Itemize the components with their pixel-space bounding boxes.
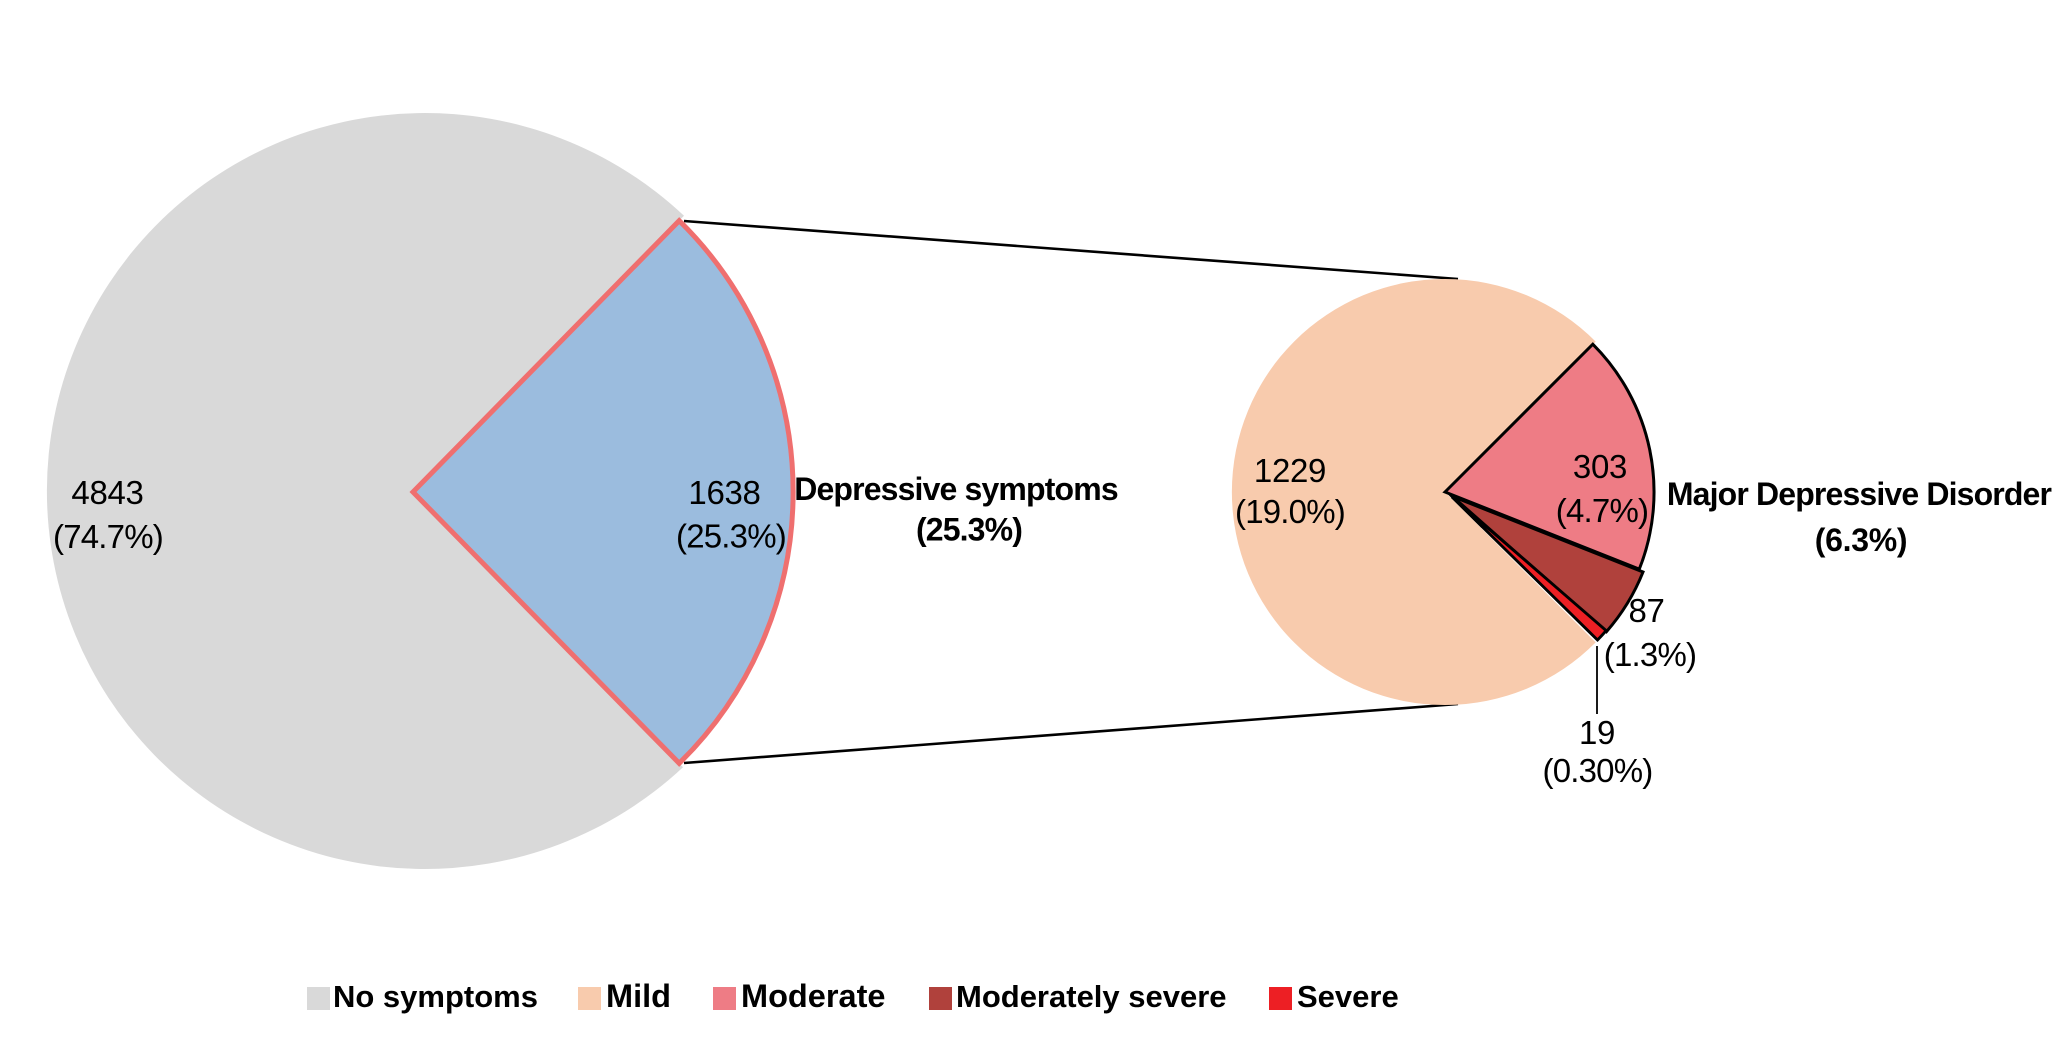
svg-text:87: 87 bbox=[1628, 592, 1664, 629]
svg-text:(4.7%): (4.7%) bbox=[1556, 492, 1648, 529]
svg-text:Major Depressive Disorder: Major Depressive Disorder bbox=[1667, 476, 2052, 512]
svg-text:(6.3%): (6.3%) bbox=[1815, 522, 1907, 558]
svg-text:Mild: Mild bbox=[606, 978, 671, 1014]
svg-text:303: 303 bbox=[1573, 448, 1627, 485]
svg-text:(1.3%): (1.3%) bbox=[1604, 636, 1696, 673]
svg-text:Depressive symptoms: Depressive symptoms bbox=[794, 471, 1118, 507]
svg-text:(25.3%): (25.3%) bbox=[916, 512, 1022, 548]
svg-text:Moderate: Moderate bbox=[741, 978, 885, 1014]
svg-text:1638: 1638 bbox=[688, 474, 760, 511]
svg-text:Severe: Severe bbox=[1297, 979, 1399, 1014]
svg-text:(19.0%): (19.0%) bbox=[1235, 493, 1345, 530]
svg-text:19: 19 bbox=[1579, 714, 1615, 751]
svg-text:(0.30%): (0.30%) bbox=[1543, 752, 1653, 789]
svg-text:(74.7%): (74.7%) bbox=[53, 518, 163, 555]
svg-text:4843: 4843 bbox=[71, 474, 143, 511]
svg-text:1229: 1229 bbox=[1254, 452, 1326, 489]
svg-text:Moderately severe: Moderately severe bbox=[956, 979, 1227, 1014]
svg-text:(25.3%): (25.3%) bbox=[676, 518, 786, 555]
svg-text:No symptoms: No symptoms bbox=[333, 979, 538, 1014]
